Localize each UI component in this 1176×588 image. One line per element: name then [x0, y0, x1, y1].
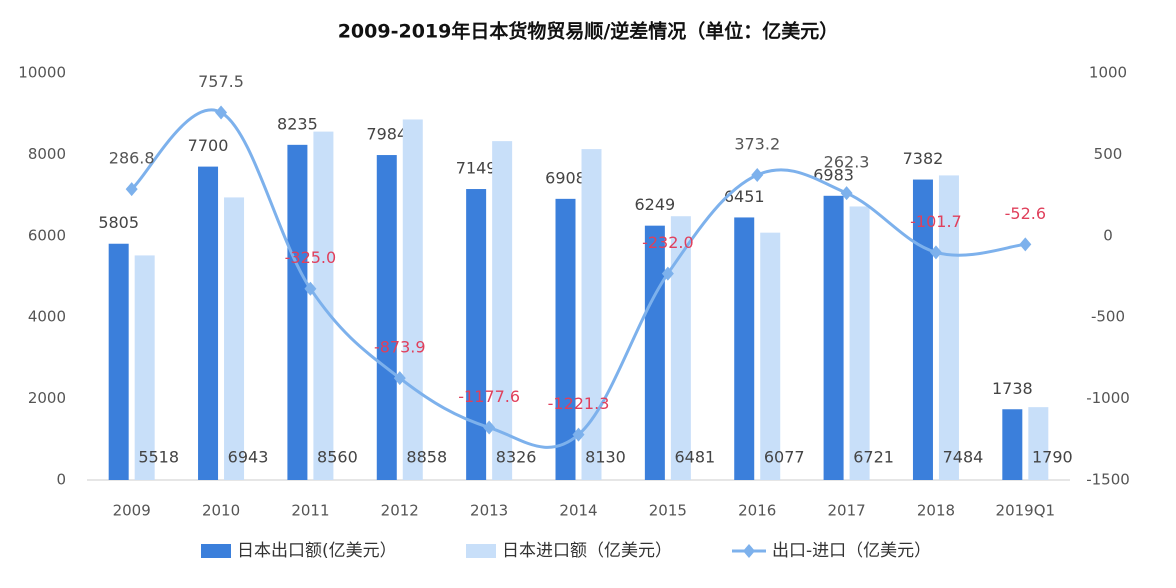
line-marker — [840, 186, 853, 201]
line-marker — [751, 168, 764, 183]
y-tick-label: 0 — [56, 471, 66, 489]
line-marker — [125, 182, 138, 197]
y-tick-label: 2000 — [28, 389, 66, 407]
bar — [198, 166, 219, 481]
line-marker — [304, 281, 317, 296]
y2-tick-label: 500 — [1094, 145, 1123, 163]
value-label: 757.5 — [198, 72, 244, 91]
value-label: 373.2 — [734, 135, 780, 154]
line-marker — [483, 420, 496, 435]
value-label: -232.0 — [642, 233, 694, 252]
y-tick-label: 6000 — [28, 226, 66, 244]
value-label: 1738 — [992, 379, 1033, 398]
value-label: 7382 — [903, 149, 944, 168]
line-marker — [393, 371, 406, 386]
x-tick-label: 2012 — [381, 502, 419, 520]
value-label: 6908 — [545, 168, 586, 187]
line-marker — [572, 427, 585, 442]
legend-label: 日本进口额（亿美元） — [502, 541, 672, 561]
bar — [402, 119, 423, 480]
value-label: -325.0 — [285, 248, 337, 267]
value-label: 8130 — [585, 448, 626, 467]
value-label: -1221.3 — [548, 394, 610, 413]
value-label: 262.3 — [824, 153, 870, 172]
bar — [938, 175, 959, 481]
bar — [287, 144, 308, 480]
value-label: -873.9 — [374, 338, 426, 357]
value-label: -101.7 — [910, 212, 962, 231]
x-tick-label: 2015 — [649, 502, 687, 520]
y2-tick-label: 0 — [1103, 226, 1113, 244]
bar — [555, 198, 576, 480]
value-label: 7484 — [943, 448, 984, 467]
bar — [134, 255, 155, 480]
value-label: 8858 — [406, 448, 447, 467]
value-label: 5805 — [98, 213, 139, 232]
value-label: 7149 — [456, 159, 497, 178]
legend-label: 出口-进口（亿美元） — [772, 541, 931, 561]
value-label: 5518 — [138, 448, 179, 467]
y2-tick-label: 1000 — [1089, 64, 1127, 82]
bar — [1002, 409, 1023, 480]
bar — [670, 216, 691, 480]
line-marker — [661, 266, 674, 281]
y-tick-label: 10000 — [18, 64, 66, 82]
value-label: 8326 — [496, 448, 537, 467]
bar — [1028, 407, 1049, 480]
value-label: 6721 — [853, 448, 894, 467]
legend-swatch — [201, 544, 231, 558]
value-label: 6249 — [635, 195, 676, 214]
x-tick-label: 2018 — [917, 502, 955, 520]
y2-tick-label: -1000 — [1086, 389, 1130, 407]
x-tick-label: 2010 — [202, 502, 240, 520]
bar — [823, 195, 844, 480]
bar — [492, 141, 513, 480]
bar — [224, 197, 245, 480]
value-label: -1177.6 — [458, 387, 520, 406]
value-label: 8235 — [277, 114, 318, 133]
x-tick-label: 2009 — [113, 502, 151, 520]
bar — [466, 189, 487, 480]
y2-tick-label: -1500 — [1086, 471, 1130, 489]
chart-title: 2009-2019年日本货物贸易顺/逆差情况（单位：亿美元） — [338, 20, 839, 43]
value-label: -52.6 — [1005, 204, 1046, 223]
bar — [108, 243, 129, 480]
value-label: 7700 — [188, 136, 229, 155]
value-label: 6983 — [813, 165, 854, 184]
bar — [376, 155, 397, 480]
bar — [849, 206, 870, 480]
bar — [644, 225, 665, 480]
value-label: 7984 — [366, 125, 407, 144]
legend-label: 日本出口额(亿美元） — [237, 541, 397, 561]
line-marker — [215, 105, 228, 120]
value-label: 286.8 — [109, 149, 155, 168]
legend-swatch — [743, 544, 755, 558]
x-tick-label: 2016 — [738, 502, 776, 520]
y-tick-label: 8000 — [28, 145, 66, 163]
x-tick-label: 2014 — [559, 502, 597, 520]
bar — [581, 149, 602, 480]
x-tick-label: 2011 — [291, 502, 329, 520]
value-label: 8560 — [317, 448, 358, 467]
x-tick-label: 2013 — [470, 502, 508, 520]
y-tick-label: 4000 — [28, 308, 66, 326]
value-label: 6451 — [724, 187, 765, 206]
x-tick-label: 2017 — [827, 502, 865, 520]
x-tick-label: 2019Q1 — [996, 502, 1056, 520]
value-label: 6077 — [764, 448, 805, 467]
value-label: 1790 — [1032, 448, 1073, 467]
line-marker — [929, 245, 942, 260]
y2-tick-label: -500 — [1091, 308, 1125, 326]
line-marker — [1019, 237, 1032, 252]
bar — [734, 217, 755, 480]
legend-swatch — [466, 544, 496, 558]
line — [130, 108, 1026, 449]
bar — [912, 179, 933, 480]
bar — [760, 232, 781, 480]
value-label: 6481 — [675, 448, 716, 467]
value-label: 6943 — [228, 448, 269, 467]
